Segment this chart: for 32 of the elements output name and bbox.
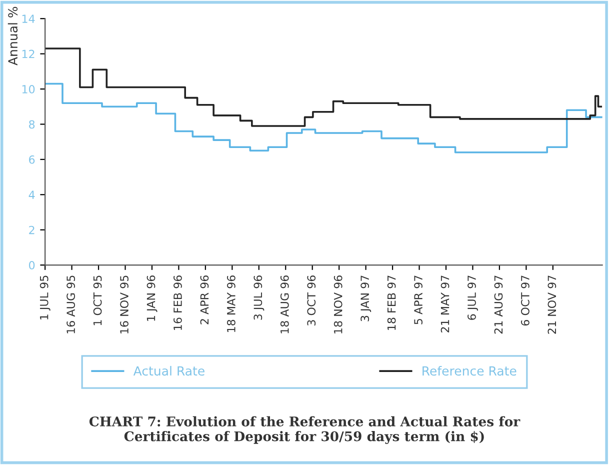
x-tick-label: 5 APR 97 [414, 276, 422, 324]
x-tick-label: 18 MAY 96 [226, 275, 236, 332]
x-tick-label: 21 AUG 97 [494, 276, 503, 334]
y-tick-label: 0 [29, 261, 35, 270]
x-tick-label: 18 FEB 97 [387, 276, 396, 330]
y-tick-label: 8 [29, 120, 35, 129]
x-tick-label: 18 AUG 96 [280, 275, 289, 334]
y-tick-label: 4 [28, 190, 35, 199]
y-tick-label: 10 [22, 84, 35, 94]
legend-label: Actual Rate [133, 366, 204, 376]
x-tick-label: 16 AUG 95 [66, 276, 76, 334]
legend-label: Reference Rate [422, 366, 516, 376]
x-tick-label: 21 NOV 97 [548, 276, 556, 334]
x-tick-label: 16 FEB 96 [174, 275, 182, 330]
text: CHART 7: Evolution of the Reference and Actual Rates for Certificates of Deposit for 30/59 days term (in $) [89, 416, 520, 444]
x-tick-label: 1 JUL 95 [40, 276, 50, 320]
y-tick-label: 12 [22, 50, 34, 58]
y-tick-label: 2 [29, 226, 34, 234]
x-tick-label: 16 NOV 95 [120, 276, 128, 334]
y-tick-label: 6 [29, 155, 35, 164]
x-tick-label: 3 OCT 96 [307, 275, 316, 326]
x-tick-label: 2 APR 96 [200, 275, 209, 324]
x-tick-label: 18 NOV 96 [334, 275, 342, 334]
x-tick-label: 1 JAN 96 [146, 275, 158, 321]
y-axis-title: Annual % [8, 6, 18, 66]
x-tick-label: 3 JAN 97 [360, 276, 372, 322]
x-tick-label: 6 JUL 97 [468, 276, 478, 320]
x-tick-label: 6 OCT 97 [521, 276, 530, 326]
x-tick-label: 21 MAY 97 [440, 276, 450, 332]
y-tick-label: 14 [22, 14, 35, 23]
x-tick-label: 3 JUL 96 [254, 275, 264, 320]
x-tick-label: 1 OCT 95 [93, 276, 102, 326]
